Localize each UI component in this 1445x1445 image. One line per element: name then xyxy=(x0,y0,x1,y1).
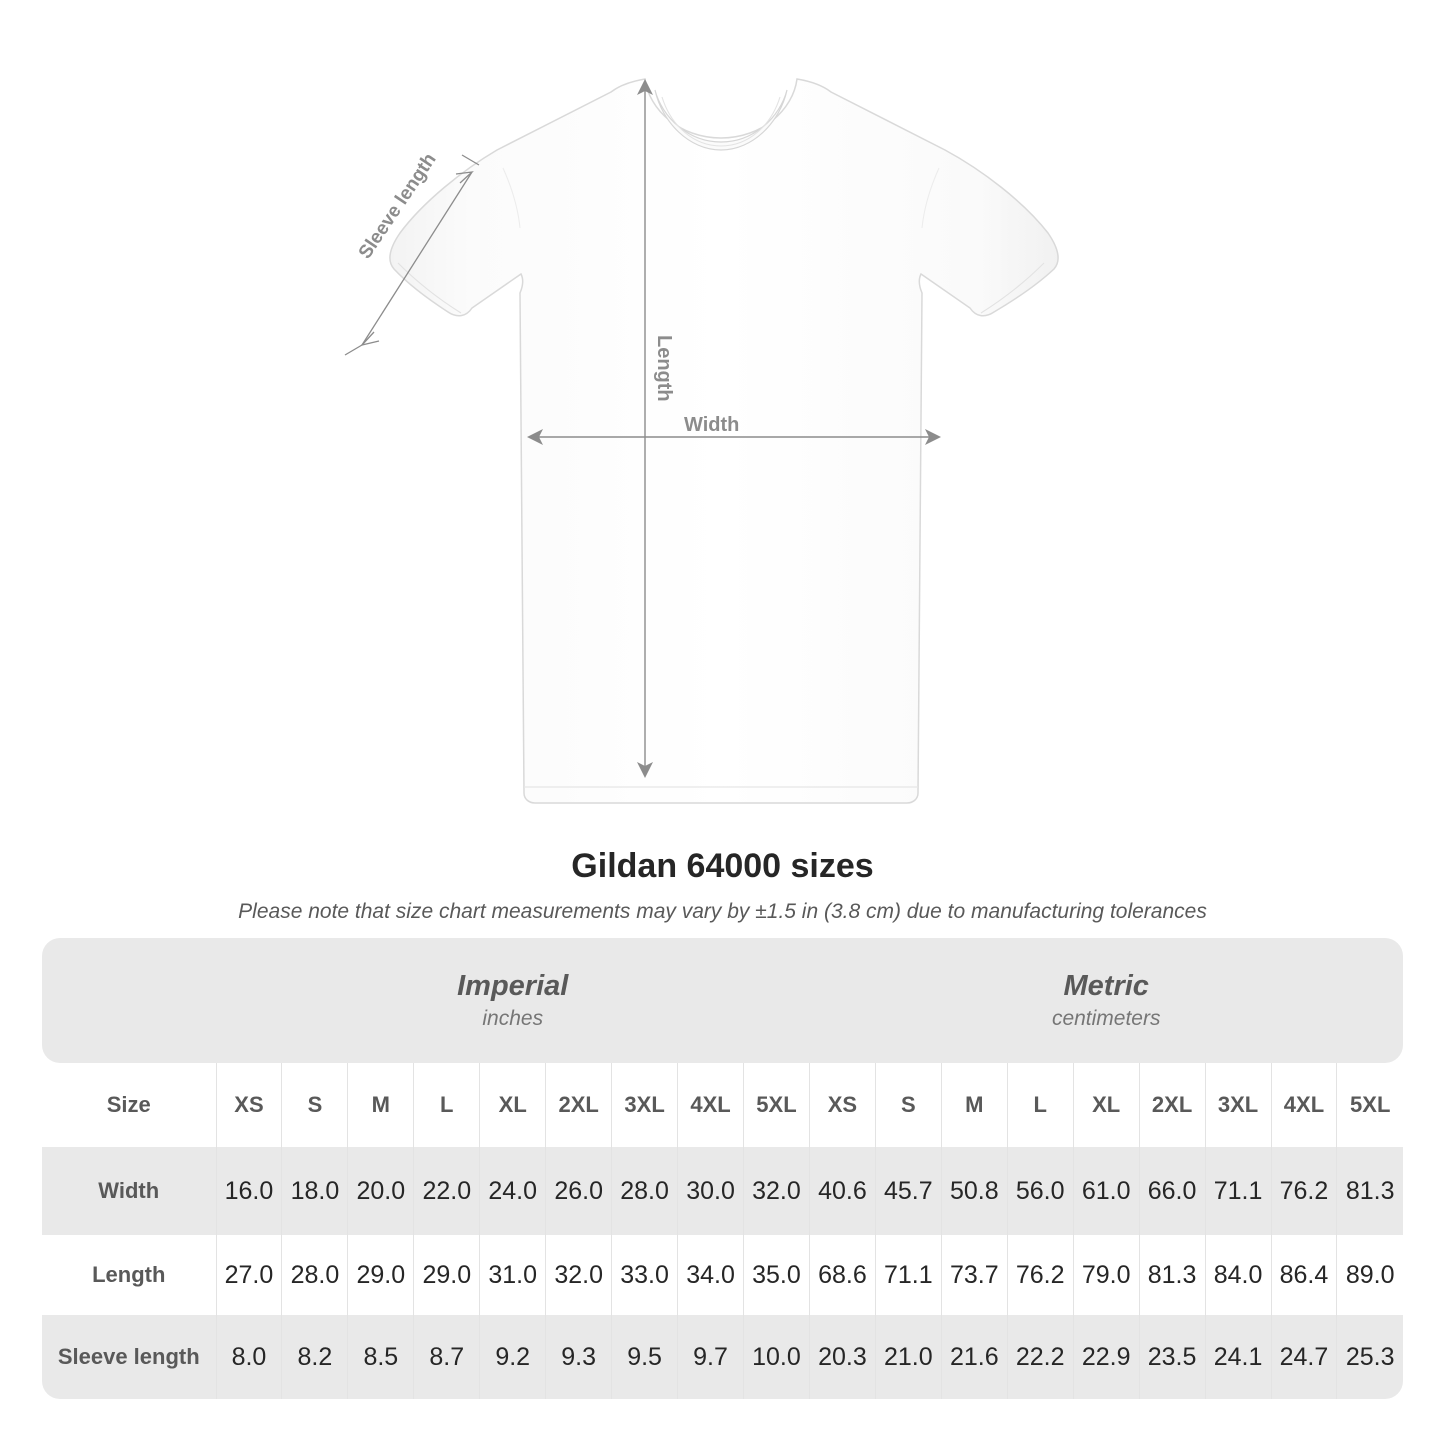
svg-text:Length: Length xyxy=(653,335,675,402)
svg-text:Width: Width xyxy=(684,414,739,436)
